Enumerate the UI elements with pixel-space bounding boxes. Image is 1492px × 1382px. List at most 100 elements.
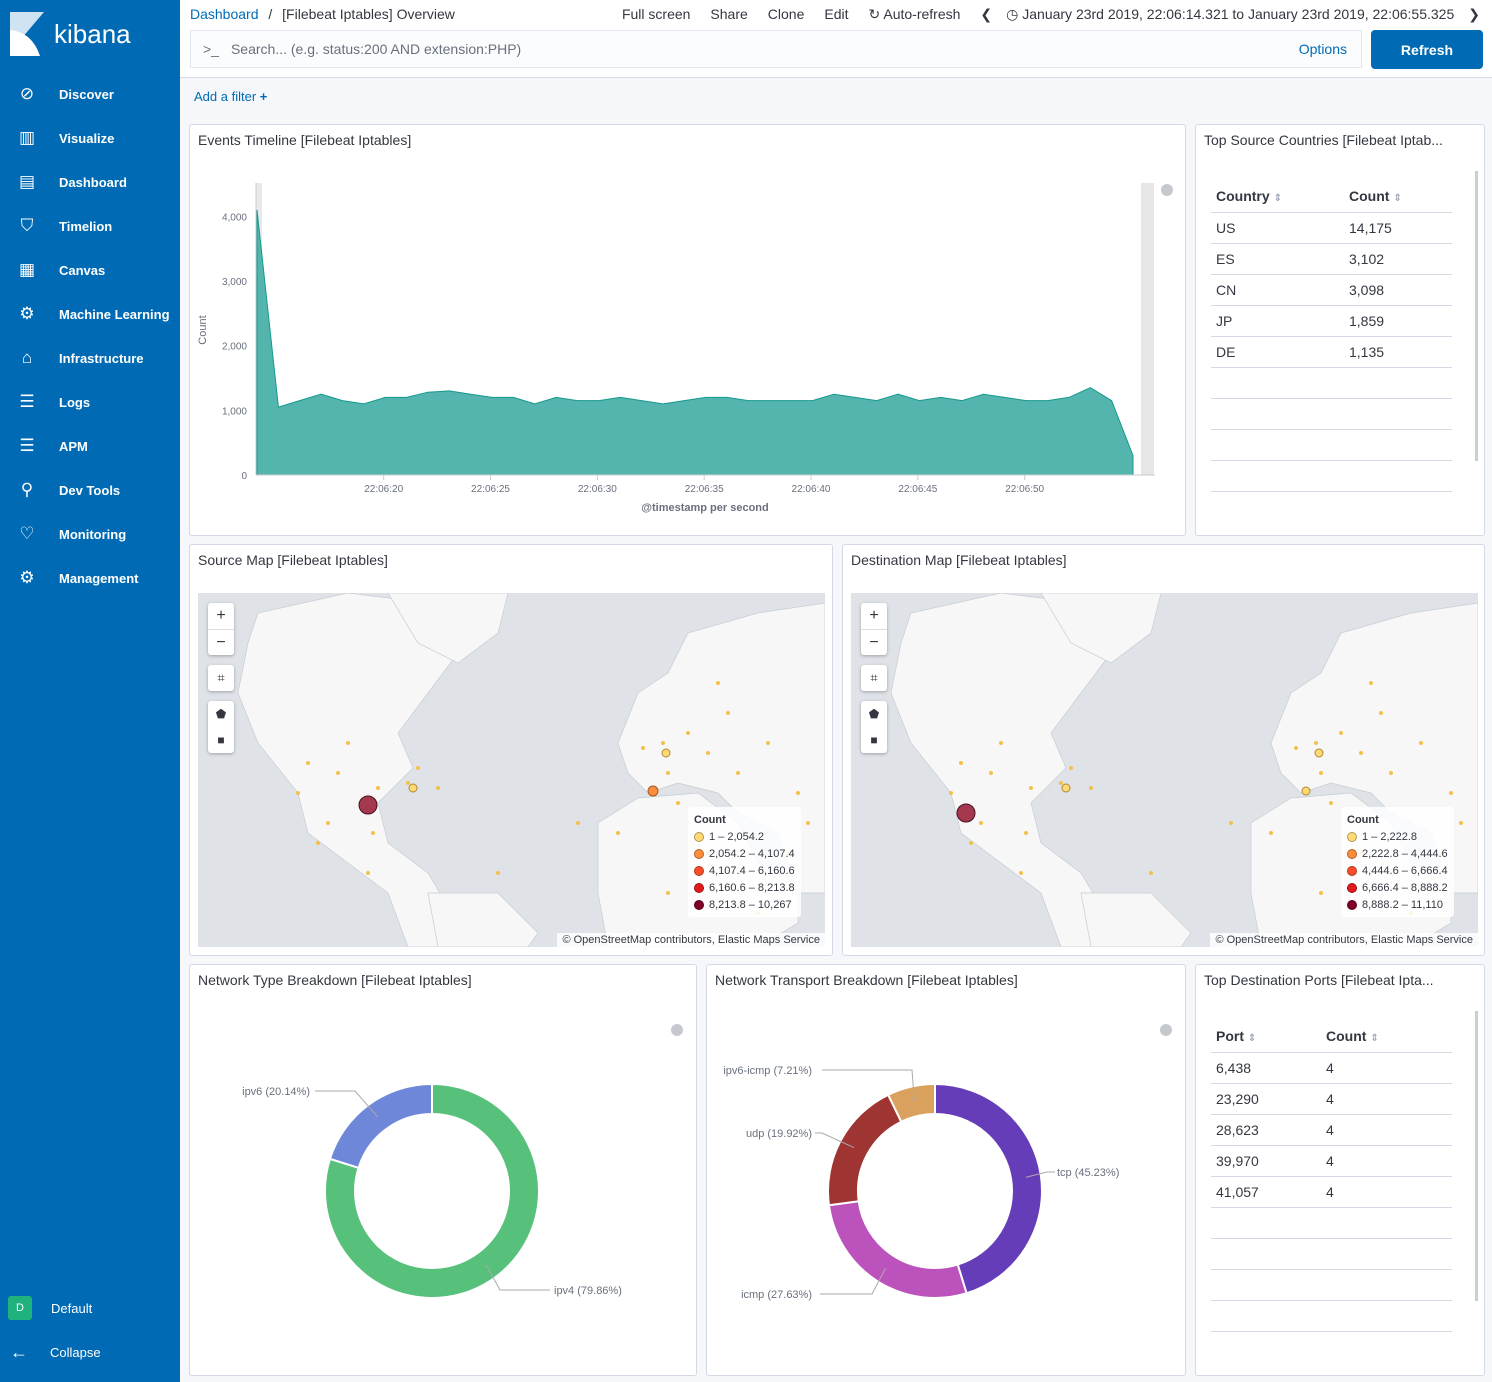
table-cell <box>1211 429 1344 461</box>
zoom-in-button[interactable]: + <box>869 607 879 624</box>
previous-time-button[interactable]: ❮ <box>980 6 993 22</box>
panel-title: Source Map [Filebeat Iptables] <box>198 552 388 568</box>
column-header[interactable]: Count ⇕ <box>1344 181 1452 213</box>
sidebar-item-machine-learning[interactable]: ⚙ Machine Learning <box>0 292 180 336</box>
legend-toggle-icon[interactable] <box>671 1024 683 1036</box>
collapse-button[interactable]: ← Collapse <box>0 1330 180 1374</box>
search-input[interactable]: >_ Search... (e.g. status:200 AND extens… <box>190 30 1362 68</box>
draw-controls: ⬟ ■ <box>861 701 887 753</box>
breadcrumb-dashboard-link[interactable]: Dashboard <box>190 6 259 22</box>
map-point <box>1459 821 1463 825</box>
map-point <box>641 746 645 750</box>
share-button[interactable]: Share <box>710 6 748 22</box>
legend-item: 4,107.4 – 6,160.6 <box>694 862 795 879</box>
legend-label: 6,666.4 – 8,888.2 <box>1362 881 1448 894</box>
legend-toggle-icon[interactable] <box>1160 1024 1172 1036</box>
x-tick-label: 22:06:50 <box>1005 484 1044 495</box>
legend-label: 8,213.8 – 10,267 <box>709 898 792 911</box>
label-leader <box>815 1132 855 1149</box>
table-cell <box>1211 1207 1321 1239</box>
refresh-button[interactable]: Refresh <box>1371 30 1483 69</box>
sidebar-item-label: Infrastructure <box>59 350 144 366</box>
map-point <box>949 791 953 795</box>
column-header[interactable]: Port ⇕ <box>1211 1021 1321 1053</box>
map-point <box>1369 681 1373 685</box>
events-timeline-chart[interactable]: 0 1,000 2,000 3,000 4,000 22:06:20 22:06:25 22:… <box>190 125 1185 525</box>
time-range: January 23rd 2019, 22:06:14.321 to Janua… <box>1022 6 1455 22</box>
sidebar-item-management[interactable]: ⚙ Management <box>0 556 180 600</box>
map-point <box>1449 791 1453 795</box>
map-point <box>1061 783 1071 793</box>
scrollbar[interactable] <box>1475 171 1478 461</box>
edit-button[interactable]: Edit <box>824 6 849 22</box>
legend-swatch <box>1347 848 1357 859</box>
table-cell <box>1344 429 1452 461</box>
legend-item: 8,213.8 – 10,267 <box>694 896 795 913</box>
sidebar-item-apm[interactable]: ☰ APM <box>0 424 180 468</box>
sidebar-item-infrastructure[interactable]: ⌂ Infrastructure <box>0 336 180 380</box>
map-point <box>1419 741 1423 745</box>
column-header[interactable]: Country ⇕ <box>1211 181 1344 213</box>
zoom-out-button[interactable]: − <box>861 629 887 655</box>
zoom-in-button[interactable]: + <box>216 607 226 624</box>
panel-title: Destination Map [Filebeat Iptables] <box>851 552 1067 568</box>
fit-bounds-button[interactable]: ⌗ <box>861 665 887 691</box>
network-transport-chart[interactable]: tcp (45.23%) icmp (27.63%) udp (19.92%) ipv… <box>707 965 1185 1365</box>
draw-polygon-button[interactable]: ⬟ <box>208 701 234 727</box>
countries-table: Country ⇕ Count ⇕ US 14,175 ES 3,102 CN 3,098 JP… <box>1211 181 1452 492</box>
slice-label: ipv4 (79.86%) <box>554 1285 622 1297</box>
legend-item: 6,666.4 – 8,888.2 <box>1347 879 1448 896</box>
scrollbar[interactable] <box>1475 1011 1478 1301</box>
destination-map-panel: Destination Map [Filebeat Iptables] + − ⌗ ⬟… <box>842 544 1485 956</box>
space-selector[interactable]: D Default <box>0 1286 180 1330</box>
network-type-chart[interactable]: ipv4 (79.86%) ipv6 (20.14%) <box>190 965 696 1365</box>
kibana-logo[interactable]: kibana <box>10 12 131 56</box>
next-time-button[interactable]: ❯ <box>1468 6 1480 22</box>
heartbeat-icon: ♡ <box>19 524 35 543</box>
map-point <box>1389 771 1393 775</box>
sidebar-item-canvas[interactable]: ▦ Canvas <box>0 248 180 292</box>
source-map[interactable]: + − ⌗ ⬟ ■ Count 1 – 2,054.2 2,054.2 – 4,107.4 4,… <box>198 593 825 947</box>
land-greenland <box>1040 593 1162 664</box>
map-point <box>371 831 375 835</box>
sidebar-item-dev-tools[interactable]: ⚲ Dev Tools <box>0 468 180 512</box>
zoom-out-button[interactable]: − <box>208 629 234 655</box>
land-greenland <box>387 593 509 664</box>
time-picker[interactable]: ◷ January 23rd 2019, 22:06:14.321 to Jan… <box>1006 6 1454 23</box>
legend-swatch <box>1347 899 1357 910</box>
draw-polygon-button[interactable]: ⬟ <box>861 701 887 727</box>
sidebar-item-logs[interactable]: ☰ Logs <box>0 380 180 424</box>
destination-map[interactable]: + − ⌗ ⬟ ■ Count 1 – 2,222.8 2,222.8 – 4,444.6 4,… <box>851 593 1478 947</box>
legend-item: 1 – 2,222.8 <box>1347 828 1448 845</box>
table-cell: 4 <box>1321 1176 1452 1208</box>
sidebar-item-timelion[interactable]: ⛉ Timelion <box>0 204 180 248</box>
sidebar-item-visualize[interactable]: ▥ Visualize <box>0 116 180 160</box>
legend-title: Count <box>694 813 726 826</box>
sidebar-item-label: Dashboard <box>59 174 127 190</box>
legend-item: 6,160.6 – 8,213.8 <box>694 879 795 896</box>
auto-refresh-button[interactable]: ↻ Auto-refresh <box>869 6 961 23</box>
draw-rectangle-button[interactable]: ■ <box>208 727 234 753</box>
clone-button[interactable]: Clone <box>767 6 805 22</box>
pie-slice <box>827 1093 903 1207</box>
map-legend: Count 1 – 2,222.8 2,222.8 – 4,444.6 4,444.6… <box>1341 807 1454 917</box>
sidebar-item-monitoring[interactable]: ♡ Monitoring <box>0 512 180 556</box>
wrench-icon: ⚲ <box>20 480 34 499</box>
legend-swatch <box>694 882 704 893</box>
draw-rectangle-button[interactable]: ■ <box>861 727 887 753</box>
refresh-icon: ↻ <box>868 6 881 22</box>
legend-toggle-icon[interactable] <box>1161 184 1173 196</box>
column-header[interactable]: Count ⇕ <box>1321 1021 1452 1053</box>
add-filter-button[interactable]: Add a filter + <box>194 89 267 104</box>
sidebar-item-dashboard[interactable]: ▤ Dashboard <box>0 160 180 204</box>
options-button[interactable]: Options <box>1298 41 1347 57</box>
map-point <box>1314 741 1318 745</box>
sidebar-item-discover[interactable]: ⊘ Discover <box>0 72 180 116</box>
slice-label: icmp (27.63%) <box>741 1289 812 1301</box>
fit-bounds-button[interactable]: ⌗ <box>208 665 234 691</box>
table-cell: 4 <box>1321 1145 1452 1177</box>
panel-title: Network Type Breakdown [Filebeat Iptable… <box>198 972 472 988</box>
top-source-countries-panel: Top Source Countries [Filebeat Iptab... … <box>1195 124 1485 536</box>
full-screen-button[interactable]: Full screen <box>621 6 691 22</box>
pie-slice <box>886 1082 936 1124</box>
